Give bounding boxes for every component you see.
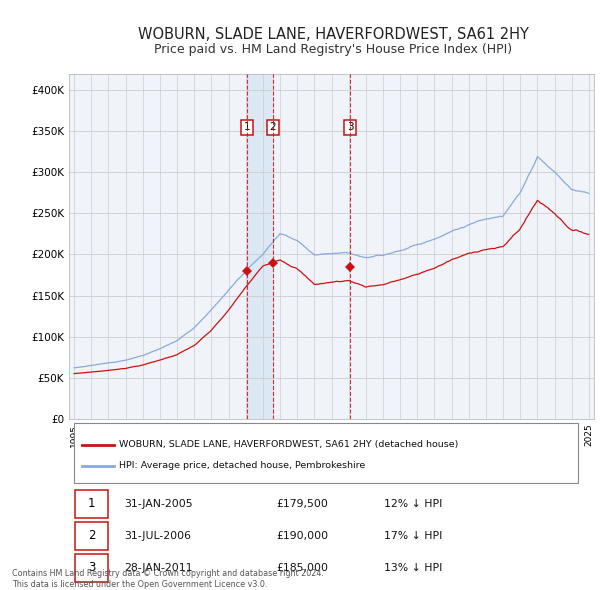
Text: 1: 1 xyxy=(244,122,250,132)
Text: 31-JAN-2005: 31-JAN-2005 xyxy=(124,499,193,509)
Text: £179,500: £179,500 xyxy=(277,499,328,509)
Text: 2: 2 xyxy=(88,529,95,542)
Text: Price paid vs. HM Land Registry's House Price Index (HPI): Price paid vs. HM Land Registry's House … xyxy=(154,43,512,56)
Text: 31-JUL-2006: 31-JUL-2006 xyxy=(124,531,191,540)
Bar xyxy=(247,74,273,419)
Text: 28-JAN-2011: 28-JAN-2011 xyxy=(124,563,193,573)
Text: HPI: Average price, detached house, Pembrokeshire: HPI: Average price, detached house, Pemb… xyxy=(119,461,365,470)
Text: 1: 1 xyxy=(88,497,95,510)
FancyBboxPatch shape xyxy=(76,522,108,550)
Text: 2: 2 xyxy=(269,122,276,132)
Text: 12% ↓ HPI: 12% ↓ HPI xyxy=(384,499,442,509)
Text: WOBURN, SLADE LANE, HAVERFORDWEST, SA61 2HY (detached house): WOBURN, SLADE LANE, HAVERFORDWEST, SA61 … xyxy=(119,440,458,450)
FancyBboxPatch shape xyxy=(74,423,578,483)
Text: 3: 3 xyxy=(347,122,353,132)
Text: Contains HM Land Registry data © Crown copyright and database right 2024.
This d: Contains HM Land Registry data © Crown c… xyxy=(12,569,324,589)
FancyBboxPatch shape xyxy=(76,490,108,518)
Text: 17% ↓ HPI: 17% ↓ HPI xyxy=(384,531,442,540)
Text: £190,000: £190,000 xyxy=(277,531,329,540)
Text: £185,000: £185,000 xyxy=(277,563,328,573)
Text: 3: 3 xyxy=(88,561,95,574)
Text: 13% ↓ HPI: 13% ↓ HPI xyxy=(384,563,442,573)
Text: WOBURN, SLADE LANE, HAVERFORDWEST, SA61 2HY: WOBURN, SLADE LANE, HAVERFORDWEST, SA61 … xyxy=(137,27,529,41)
FancyBboxPatch shape xyxy=(76,554,108,582)
